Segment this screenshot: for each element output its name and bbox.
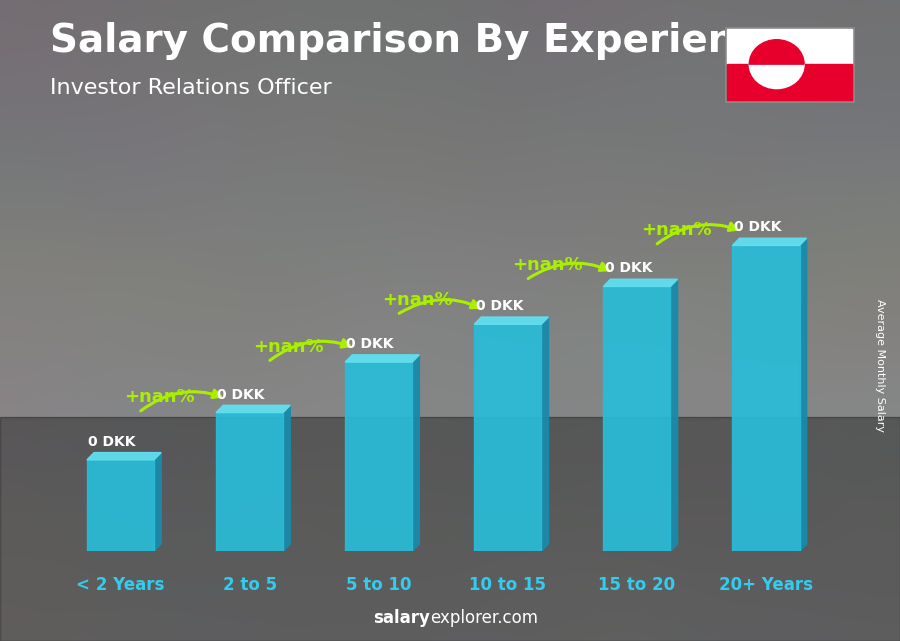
Bar — [727, 29, 852, 64]
Wedge shape — [750, 40, 804, 64]
Text: +nan%: +nan% — [641, 221, 711, 239]
Text: 15 to 20: 15 to 20 — [598, 576, 676, 594]
Text: < 2 Years: < 2 Years — [76, 576, 165, 594]
Text: salary: salary — [374, 609, 430, 627]
Text: Average Monthly Salary: Average Monthly Salary — [875, 299, 886, 432]
Text: +nan%: +nan% — [382, 290, 454, 308]
Polygon shape — [345, 355, 419, 362]
Text: 20+ Years: 20+ Years — [719, 576, 813, 594]
Text: Salary Comparison By Experience: Salary Comparison By Experience — [50, 22, 784, 60]
Circle shape — [750, 40, 804, 88]
Polygon shape — [154, 453, 161, 551]
Text: 2 to 5: 2 to 5 — [222, 576, 276, 594]
Polygon shape — [542, 317, 548, 551]
Polygon shape — [474, 317, 548, 324]
Bar — [733, 246, 799, 551]
Text: +nan%: +nan% — [254, 338, 324, 356]
Text: 0 DKK: 0 DKK — [217, 388, 265, 401]
Polygon shape — [87, 453, 161, 460]
Bar — [0, 417, 900, 641]
Text: 0 DKK: 0 DKK — [475, 299, 523, 313]
Polygon shape — [733, 238, 806, 246]
Polygon shape — [603, 279, 678, 287]
Text: 0 DKK: 0 DKK — [346, 337, 394, 351]
Bar — [216, 413, 284, 551]
Text: 5 to 10: 5 to 10 — [346, 576, 411, 594]
Text: 10 to 15: 10 to 15 — [469, 576, 546, 594]
Text: 0 DKK: 0 DKK — [734, 221, 781, 235]
Text: +nan%: +nan% — [512, 256, 582, 274]
Polygon shape — [284, 405, 291, 551]
Text: explorer.com: explorer.com — [430, 609, 538, 627]
Text: 0 DKK: 0 DKK — [605, 262, 652, 276]
Polygon shape — [799, 238, 806, 551]
Polygon shape — [670, 279, 678, 551]
Text: Investor Relations Officer: Investor Relations Officer — [50, 78, 331, 98]
Bar — [727, 64, 852, 100]
Bar — [603, 287, 670, 551]
Text: +nan%: +nan% — [124, 388, 195, 406]
Bar — [345, 362, 412, 551]
Text: 0 DKK: 0 DKK — [88, 435, 136, 449]
Bar — [474, 324, 542, 551]
Polygon shape — [412, 355, 419, 551]
Polygon shape — [216, 405, 291, 413]
Bar — [87, 460, 154, 551]
